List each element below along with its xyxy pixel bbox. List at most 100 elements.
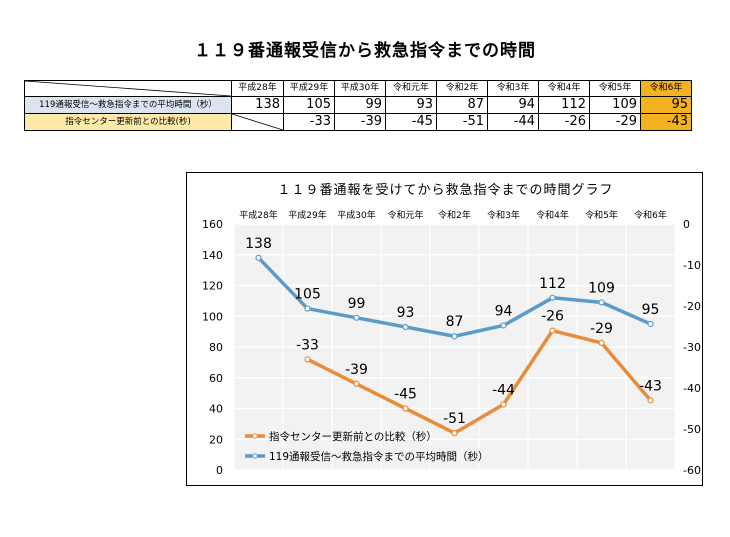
y-right-tick-label: -60	[683, 464, 701, 477]
table-header-cell: 令和4年	[538, 80, 590, 97]
data-point	[353, 380, 360, 387]
data-point	[647, 397, 654, 404]
data-point	[402, 405, 409, 412]
y-left-tick-label: 160	[202, 218, 223, 231]
x-tick-label: 令和3年	[487, 209, 520, 221]
series-line	[306, 328, 652, 435]
data-label: -26	[541, 309, 564, 325]
table-row-label: 指令センター更新前との比較(秒)	[24, 113, 232, 131]
chart-container: 平成28年 平成29年 平成30年 令和元年 令和2年 令和3年 令和4年 令和5年 令和6年 0…	[186, 172, 703, 486]
chart-title: １１９番通報を受けてから救急指令までの時間グラフ	[277, 183, 614, 198]
data-point	[598, 339, 605, 346]
legend-label: 119通報受信～救急指令までの平均時間（秒）	[269, 450, 489, 463]
table-corner-cell	[24, 80, 232, 97]
table-cell: 99	[334, 96, 386, 114]
page-title: １１９番通報受信から救急指令までの時間	[194, 41, 536, 61]
y-left-tick-label: 140	[202, 249, 223, 262]
x-tick-label: 令和5年	[585, 209, 618, 221]
table-cell: 93	[385, 96, 437, 114]
table-cell: 105	[283, 96, 335, 114]
data-label: -39	[345, 362, 368, 378]
y-right-tick-label: 0	[683, 218, 690, 231]
table-header-cell-highlight: 令和6年	[640, 80, 692, 97]
y-left-tick-label: 0	[216, 464, 223, 477]
table-cell: -44	[487, 113, 539, 131]
table-cell: -39	[334, 113, 386, 131]
table-cell: -26	[538, 113, 590, 131]
table-cell: 87	[436, 96, 488, 114]
data-point	[304, 356, 311, 363]
data-label: 105	[294, 287, 321, 303]
y-right-tick-label: -50	[683, 423, 701, 436]
table-header-cell: 令和5年	[589, 80, 641, 97]
data-label: 95	[642, 302, 660, 318]
data-point	[255, 254, 262, 261]
y-left-tick-label: 40	[209, 403, 223, 416]
y-right-tick-label: -20	[683, 300, 701, 313]
legend-label: 指令センター更新前との比較（秒）	[269, 430, 437, 443]
data-point	[647, 320, 654, 328]
table-header-cell: 平成28年	[231, 80, 284, 97]
data-point	[451, 333, 458, 340]
y-left-tick-label: 60	[209, 372, 223, 385]
data-label: 138	[245, 236, 272, 252]
data-point	[304, 305, 311, 312]
table-cell: 94	[487, 96, 539, 114]
data-label: -51	[443, 411, 466, 427]
x-tick-label: 平成29年	[288, 209, 326, 221]
data-point	[500, 322, 507, 329]
data-point	[451, 430, 458, 437]
x-tick-label: 平成30年	[337, 209, 375, 221]
table-cell: -29	[589, 113, 641, 131]
y-left-tick-label: 20	[209, 433, 223, 446]
table-cell: 109	[589, 96, 641, 114]
x-tick-label: 令和2年	[438, 209, 471, 221]
data-label: 93	[397, 305, 415, 321]
y-right-tick-label: -10	[683, 259, 701, 272]
data-point	[500, 401, 507, 408]
legend-marker	[252, 433, 258, 439]
table-cell: -51	[436, 113, 488, 131]
table-cell-highlight: 95	[640, 96, 692, 114]
table-row: 指令センター更新前との比較(秒) -33 -39 -45 -51 -44 -26…	[24, 113, 692, 131]
table-header-cell: 平成29年	[283, 80, 335, 97]
x-tick-label: 令和元年	[387, 209, 423, 221]
data-label: -29	[590, 321, 613, 337]
table-cell: -45	[385, 113, 437, 131]
table-header-row: 平成28年 平成29年 平成30年 令和元年 令和2年 令和3年 令和4年 令和…	[24, 80, 692, 97]
y-left-tick-label: 100	[202, 310, 223, 323]
x-tick-label: 令和4年	[536, 209, 569, 221]
data-label: 87	[446, 314, 464, 330]
y-left-tick-label: 80	[209, 341, 223, 354]
data-table: 平成28年 平成29年 平成30年 令和元年 令和2年 令和3年 令和4年 令和…	[24, 80, 692, 131]
table-header-cell: 令和2年	[436, 80, 488, 97]
table-cell-highlight: -43	[640, 113, 692, 131]
table-cell: 112	[538, 96, 590, 114]
legend-marker	[252, 453, 258, 459]
table-header-cell: 平成30年	[334, 80, 386, 97]
table-header-cell: 令和元年	[385, 80, 437, 97]
data-point	[549, 327, 556, 334]
data-label: -33	[296, 337, 319, 353]
y-left-tick-label: 120	[202, 280, 223, 293]
line-chart: 平成28年 平成29年 平成30年 令和元年 令和2年 令和3年 令和4年 令和5年 令和6年 0…	[202, 209, 701, 477]
table-cell: 138	[231, 96, 284, 114]
data-point	[402, 323, 409, 331]
data-label: 109	[588, 280, 615, 296]
data-label: -45	[394, 387, 417, 403]
table-header-cell: 令和3年	[487, 80, 539, 97]
table-row-label: 119通報受信～救急指令までの平均時間（秒）	[24, 96, 232, 114]
table-cell-empty	[231, 113, 284, 131]
data-label: 94	[495, 303, 513, 319]
x-tick-label: 令和6年	[634, 209, 667, 221]
data-label: -44	[492, 382, 515, 398]
data-label: 99	[348, 296, 366, 312]
data-point	[549, 294, 556, 301]
data-point	[598, 299, 605, 306]
data-point	[353, 314, 360, 321]
table-cell: -33	[283, 113, 335, 131]
x-tick-label: 平成28年	[239, 209, 277, 221]
data-label: 112	[539, 276, 566, 292]
y-right-tick-label: -40	[683, 382, 701, 395]
table-row: 119通報受信～救急指令までの平均時間（秒） 138 105 99 93 87 …	[24, 96, 692, 114]
